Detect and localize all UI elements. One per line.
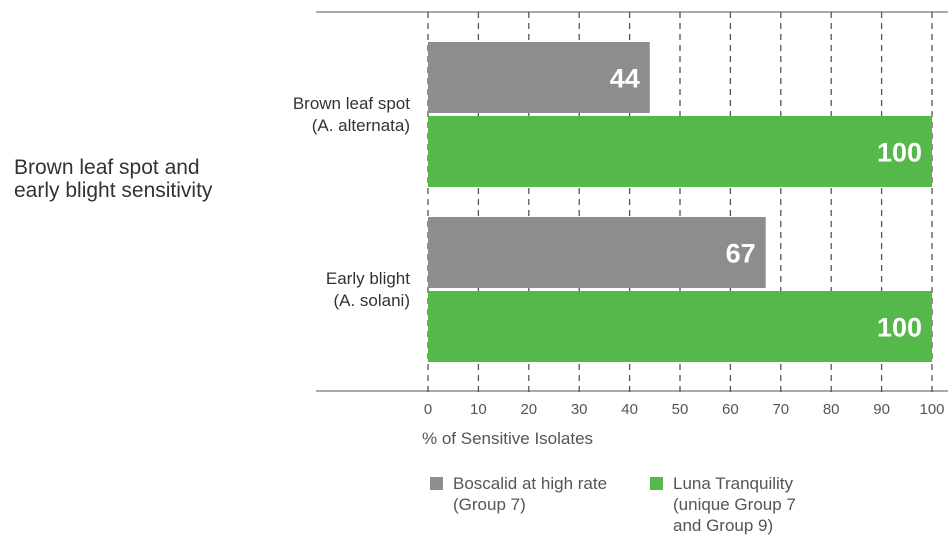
legend-label-boscalid: Boscalid at high rate (Group 7) — [453, 474, 608, 514]
x-tick-label-80: 80 — [823, 401, 840, 418]
x-tick-label-30: 30 — [571, 401, 588, 418]
category-label-1: Brown leaf spot (A. alternata) — [293, 94, 410, 135]
bar-boscalid-1 — [428, 42, 650, 113]
data-label-luna-1: 100 — [877, 138, 922, 168]
chart-side-title: Brown leaf spot and early blight sensiti… — [14, 156, 213, 202]
x-tick-label-10: 10 — [470, 401, 487, 418]
x-axis-label: % of Sensitive Isolates — [422, 429, 593, 448]
data-label-luna-2: 100 — [877, 313, 922, 343]
x-tick-label-70: 70 — [772, 401, 789, 418]
data-label-boscalid-2: 67 — [726, 239, 756, 269]
x-tick-label-20: 20 — [520, 401, 537, 418]
legend-swatch-luna — [650, 477, 663, 490]
bar-luna-2 — [428, 291, 932, 362]
x-tick-label-60: 60 — [722, 401, 739, 418]
category-label-2: Early blight (A. solani) — [326, 269, 410, 310]
x-tick-label-40: 40 — [621, 401, 638, 418]
category-label-line: (A. solani) — [333, 291, 410, 310]
x-tick-label-100: 100 — [919, 401, 944, 418]
category-label-line: Brown leaf spot — [293, 94, 410, 113]
x-tick-label-50: 50 — [672, 401, 689, 418]
legend-label-luna: Luna Tranquility (unique Group 7 and Gro… — [673, 474, 796, 535]
legend-swatch-boscalid — [430, 477, 443, 490]
category-label-line: Early blight — [326, 269, 410, 288]
bar-luna-1 — [428, 116, 932, 187]
x-tick-label-0: 0 — [424, 401, 432, 418]
data-label-boscalid-1: 44 — [610, 64, 640, 94]
x-tick-label-90: 90 — [873, 401, 890, 418]
category-label-line: (A. alternata) — [312, 116, 410, 135]
bar-boscalid-2 — [428, 217, 766, 288]
